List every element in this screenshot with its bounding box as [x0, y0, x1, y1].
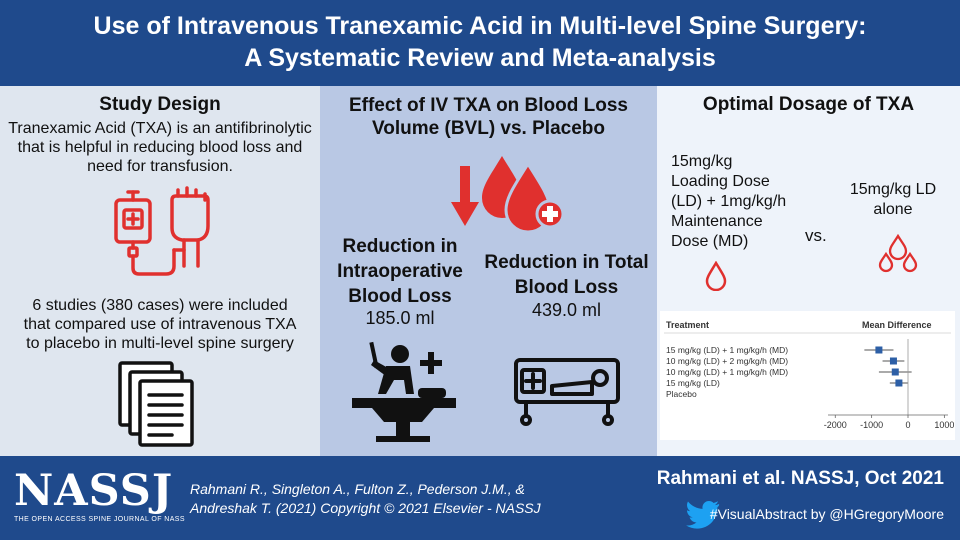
header-mean-difference: Mean Difference [862, 320, 932, 330]
studies-line-1: 6 studies (380 cases) were included [32, 297, 288, 314]
effect-heading-line-1: Effect of IV TXA on Blood Loss [348, 95, 629, 116]
intro-line-2: that is helpful in reducing blood loss a… [17, 139, 303, 156]
twitter-bird-icon [686, 500, 720, 529]
iv-bag-fist-icon [114, 186, 210, 276]
x-tick-label: 0 [905, 420, 910, 430]
forest-row-label: 15 mg/kg (LD) + 1 mg/kg/h (MD) [666, 345, 788, 355]
intraop-label: Reduction in Intraoperative Blood Loss [320, 234, 480, 309]
forest-point [875, 346, 883, 354]
versus-label: vs. [805, 226, 827, 245]
down-arrow-icon [451, 166, 479, 226]
intraop-value: 185.0 ml [365, 308, 435, 328]
hospital-bed-icon [514, 358, 620, 426]
logo-subtitle: THE OPEN ACCESS SPINE JOURNAL OF NASS [14, 516, 185, 523]
total-label-line-2: Blood Loss [514, 277, 619, 298]
intraop-label-line-3: Blood Loss [348, 286, 452, 307]
intro-line-3: need for transfusion. [87, 158, 233, 175]
study-design-intro: Tranexamic Acid (TXA) is an antifibrinol… [0, 119, 320, 176]
study-design-panel: Study Design Tranexamic Acid (TXA) is an… [0, 86, 320, 456]
intro-line-1: Tranexamic Acid (TXA) is an antifibrinol… [8, 120, 312, 137]
citation-line-1: Rahmani R., Singleton A., Fulton Z., Ped… [190, 481, 525, 497]
studies-line-2: that compared use of intravenous TXA [23, 316, 297, 333]
nassj-logo: NASSJ THE OPEN ACCESS SPINE JOURNAL OF N… [14, 466, 185, 528]
option1-line-2: Loading Dose [671, 173, 770, 190]
header-treatment: Treatment [666, 320, 709, 330]
forest-row-label: Placebo [666, 389, 697, 399]
effect-heading-line-2: Volume (BVL) vs. Placebo [372, 118, 605, 139]
forest-plot: Treatment Mean Difference 15 mg/kg (LD) … [660, 311, 955, 440]
forest-row-label: 15 mg/kg (LD) [666, 378, 720, 388]
study-design-studies: 6 studies (380 cases) were included that… [0, 296, 320, 353]
dosage-option-2: 15mg/kg LD alone [833, 180, 953, 220]
intraop-label-line-1: Reduction in [342, 236, 458, 257]
dosage-heading: Optimal Dosage of TXA [702, 94, 915, 115]
total-label-line-1: Reduction in Total [484, 252, 649, 273]
blood-drops-plus-icon [482, 156, 565, 234]
option1-line-3: (LD) + 1mg/kg/h [671, 193, 787, 210]
dosage-option-1: 15mg/kg Loading Dose (LD) + 1mg/kg/h Mai… [671, 152, 821, 252]
forest-point [891, 368, 899, 376]
x-tick-label: 1000 [934, 420, 954, 430]
intraop-label-line-2: Intraoperative [337, 261, 463, 282]
forest-row-label: 10 mg/kg (LD) + 2 mg/kg/h (MD) [666, 356, 788, 366]
studies-line-3: to placebo in multi-level spine surgery [26, 335, 294, 352]
footer-title: Rahmani et al. NASSJ, Oct 2021 [656, 468, 944, 489]
effect-panel: Effect of IV TXA on Blood Loss Volume (B… [320, 86, 657, 456]
effect-heading: Effect of IV TXA on Blood Loss Volume (B… [320, 94, 657, 140]
total-label: Reduction in Total Blood Loss [476, 250, 657, 300]
logo-text: NASSJ [14, 466, 174, 516]
title-line-1: Use of Intravenous Tranexamic Acid in Mu… [93, 12, 867, 40]
three-drops-icon [878, 234, 918, 273]
option2-line-1: 15mg/kg LD [849, 181, 937, 198]
x-tick-label: -2000 [824, 420, 847, 430]
forest-point [895, 379, 903, 387]
x-tick-label: -1000 [860, 420, 883, 430]
option1-line-4: Maintenance [671, 213, 763, 230]
forest-point [889, 357, 897, 365]
footer-banner: NASSJ THE OPEN ACCESS SPINE JOURNAL OF N… [0, 456, 960, 540]
title-line-2: A Systematic Review and Meta-analysis [244, 44, 716, 72]
option2-line-2: alone [873, 201, 913, 218]
forest-plot-svg: Treatment Mean Difference 15 mg/kg (LD) … [664, 320, 954, 430]
title-banner: Use of Intravenous Tranexamic Acid in Mu… [0, 0, 960, 86]
documents-icon [118, 361, 194, 447]
option1-line-1: 15mg/kg [671, 153, 733, 170]
surgeon-operating-icon [352, 341, 456, 442]
study-design-heading: Study Design [99, 94, 221, 115]
visual-abstract-handle: #VisualAbstract by @HGregoryMoore [709, 506, 944, 522]
citation: Rahmani R., Singleton A., Fulton Z., Ped… [190, 480, 590, 518]
option1-line-5: Dose (MD) [671, 233, 749, 250]
forest-row-label: 10 mg/kg (LD) + 1 mg/kg/h (MD) [666, 367, 788, 377]
single-drop-icon [705, 261, 727, 291]
total-value: 439.0 ml [531, 300, 602, 320]
citation-line-2: Andreshak T. (2021) Copyright © 2021 Els… [190, 500, 541, 516]
